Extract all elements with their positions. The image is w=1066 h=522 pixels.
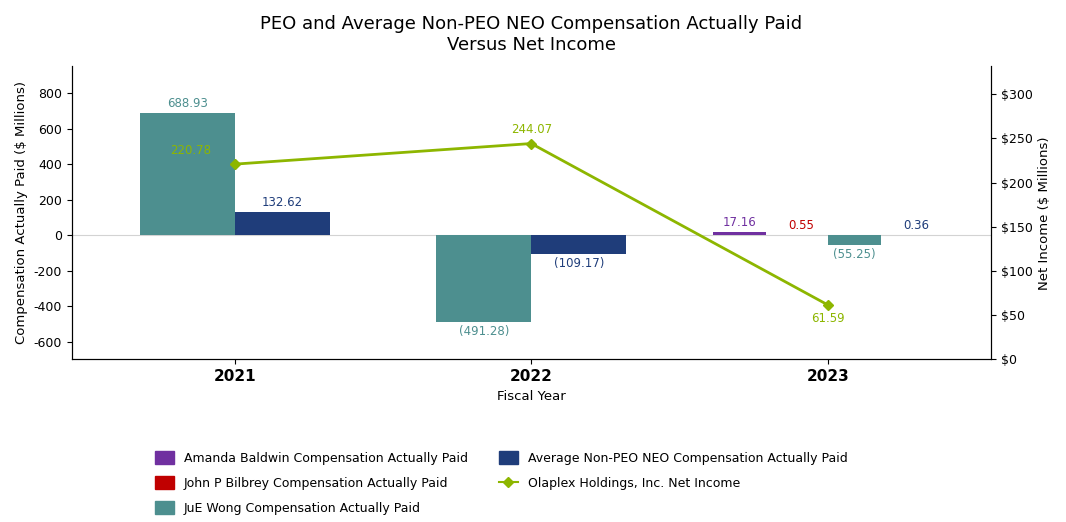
Bar — [140, 113, 235, 235]
Text: 132.62: 132.62 — [261, 196, 303, 209]
Title: PEO and Average Non-PEO NEO Compensation Actually Paid
Versus Net Income: PEO and Average Non-PEO NEO Compensation… — [260, 15, 803, 54]
Bar — [235, 211, 329, 235]
Text: (491.28): (491.28) — [458, 325, 508, 338]
Y-axis label: Compensation Actually Paid ($ Millions): Compensation Actually Paid ($ Millions) — [15, 81, 28, 345]
Text: 220.78: 220.78 — [169, 144, 211, 157]
Text: 17.16: 17.16 — [723, 217, 757, 229]
Bar — [531, 235, 626, 254]
Bar — [828, 235, 882, 245]
Bar — [713, 232, 766, 235]
Bar — [436, 235, 531, 322]
X-axis label: Fiscal Year: Fiscal Year — [497, 389, 566, 402]
Text: (109.17): (109.17) — [553, 257, 603, 270]
Text: 0.36: 0.36 — [903, 219, 928, 232]
Y-axis label: Net Income ($ Millions): Net Income ($ Millions) — [1038, 136, 1051, 290]
Text: 61.59: 61.59 — [811, 312, 844, 325]
Text: 688.93: 688.93 — [167, 97, 208, 110]
Legend: Amanda Baldwin Compensation Actually Paid, John P Bilbrey Compensation Actually : Amanda Baldwin Compensation Actually Pai… — [148, 445, 854, 521]
Text: 244.07: 244.07 — [511, 124, 552, 136]
Text: (55.25): (55.25) — [834, 247, 876, 260]
Text: 0.55: 0.55 — [788, 219, 814, 232]
